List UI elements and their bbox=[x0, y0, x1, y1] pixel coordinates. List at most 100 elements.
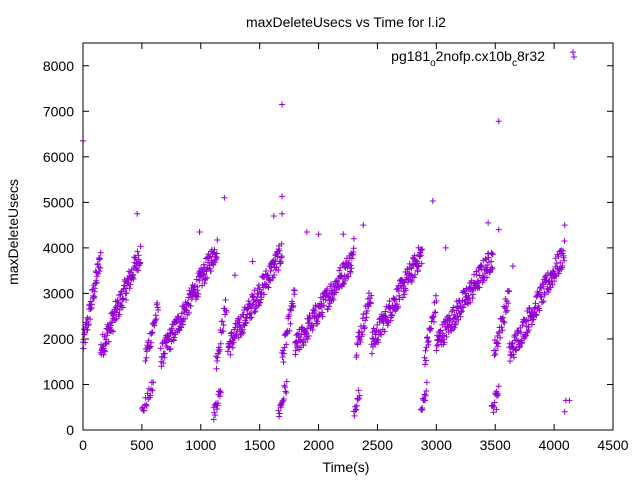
data-point bbox=[489, 265, 496, 272]
data-point bbox=[418, 260, 425, 267]
x-tick-label: 2000 bbox=[303, 437, 334, 453]
data-point bbox=[279, 354, 286, 361]
data-point bbox=[360, 222, 367, 229]
data-point bbox=[223, 309, 230, 316]
data-point bbox=[182, 315, 189, 322]
data-point bbox=[112, 317, 119, 324]
data-point bbox=[186, 309, 192, 316]
data-point bbox=[389, 312, 396, 319]
data-point bbox=[370, 325, 377, 332]
data-point bbox=[442, 244, 449, 251]
data-point bbox=[448, 323, 455, 330]
data-point bbox=[85, 320, 92, 327]
data-point bbox=[206, 254, 213, 261]
data-point bbox=[362, 317, 369, 324]
data-point bbox=[352, 407, 359, 414]
data-point bbox=[171, 334, 178, 341]
data-point bbox=[242, 320, 249, 327]
data-point bbox=[336, 267, 343, 274]
data-point bbox=[505, 300, 512, 307]
data-point bbox=[249, 301, 256, 308]
data-point bbox=[95, 270, 102, 277]
data-point bbox=[401, 291, 408, 298]
data-point bbox=[219, 318, 226, 325]
data-point bbox=[304, 325, 311, 332]
data-point bbox=[510, 354, 517, 361]
data-point bbox=[87, 316, 94, 323]
data-point bbox=[87, 306, 94, 313]
data-point bbox=[256, 300, 263, 307]
data-point bbox=[158, 363, 165, 370]
x-tick-label: 1500 bbox=[244, 437, 275, 453]
data-point bbox=[310, 322, 317, 329]
data-point bbox=[266, 276, 273, 283]
data-point bbox=[315, 231, 322, 238]
data-point bbox=[241, 306, 248, 313]
data-point bbox=[211, 246, 218, 253]
data-point bbox=[451, 324, 458, 331]
data-point bbox=[455, 316, 462, 323]
data-point bbox=[350, 245, 357, 252]
data-point bbox=[92, 280, 99, 287]
data-point bbox=[294, 342, 301, 349]
data-point bbox=[157, 345, 164, 352]
data-point bbox=[231, 272, 238, 279]
y-tick-label: 2000 bbox=[43, 331, 74, 347]
data-point bbox=[135, 256, 142, 263]
data-point bbox=[353, 352, 360, 359]
data-point bbox=[325, 303, 332, 310]
y-axis-label: maxDeleteUsecs bbox=[5, 179, 21, 285]
data-point bbox=[474, 279, 481, 286]
data-point bbox=[216, 393, 223, 400]
data-point bbox=[446, 312, 453, 319]
data-point bbox=[93, 279, 100, 286]
data-point bbox=[214, 237, 221, 244]
data-point bbox=[402, 287, 409, 294]
data-point bbox=[503, 303, 510, 310]
data-point bbox=[488, 249, 495, 256]
data-point bbox=[421, 391, 428, 398]
data-point bbox=[169, 327, 176, 334]
data-point bbox=[222, 311, 229, 318]
data-point bbox=[120, 296, 127, 303]
data-point bbox=[410, 274, 417, 281]
data-point bbox=[506, 288, 513, 295]
data-point bbox=[519, 339, 526, 346]
data-point bbox=[495, 340, 502, 347]
data-point bbox=[357, 338, 364, 345]
data-point bbox=[350, 235, 357, 242]
data-point bbox=[353, 406, 360, 413]
data-point bbox=[432, 292, 439, 299]
data-point bbox=[504, 307, 511, 314]
legend-marker-plus bbox=[571, 54, 577, 60]
data-point bbox=[210, 261, 217, 268]
data-point bbox=[525, 326, 532, 333]
data-point bbox=[214, 400, 221, 407]
data-point bbox=[271, 272, 278, 279]
data-point bbox=[135, 267, 142, 274]
data-point bbox=[101, 348, 108, 355]
data-point bbox=[194, 287, 201, 294]
data-point bbox=[210, 404, 217, 411]
y-tick-label: 3000 bbox=[43, 285, 74, 301]
data-point bbox=[119, 295, 126, 302]
data-point bbox=[422, 357, 429, 364]
data-point bbox=[539, 299, 546, 306]
data-point bbox=[161, 350, 168, 357]
data-point bbox=[130, 276, 137, 283]
data-point bbox=[303, 228, 310, 235]
data-point bbox=[367, 300, 374, 307]
data-point bbox=[280, 350, 287, 357]
data-point bbox=[354, 341, 361, 348]
data-point bbox=[270, 274, 277, 281]
data-point bbox=[273, 264, 280, 271]
x-axis-label: Time(s) bbox=[323, 459, 370, 475]
data-point bbox=[240, 329, 247, 336]
data-point bbox=[356, 392, 363, 399]
data-point bbox=[166, 346, 173, 353]
data-point bbox=[127, 281, 134, 288]
data-point bbox=[417, 252, 424, 259]
data-point bbox=[425, 338, 432, 345]
data-point bbox=[407, 277, 414, 284]
